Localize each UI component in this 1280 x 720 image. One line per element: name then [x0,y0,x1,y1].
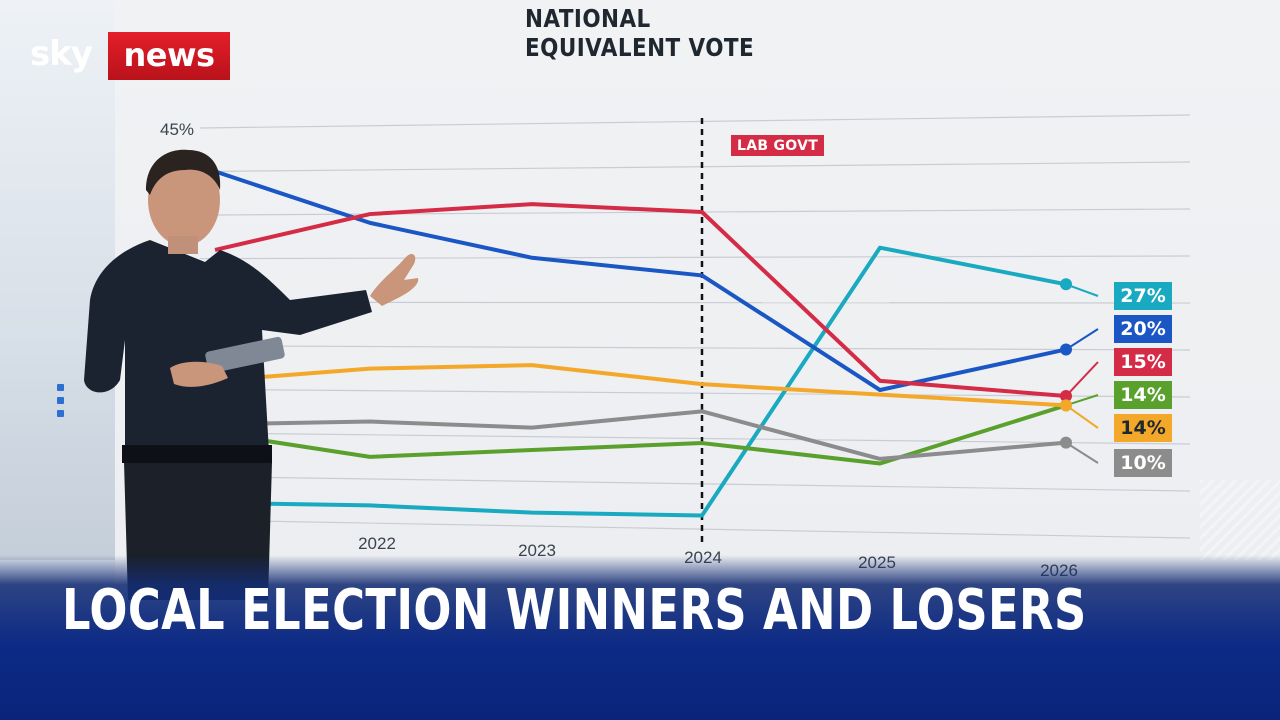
presenter-belt [122,445,272,463]
end-label-labour: 15% [1114,348,1172,376]
lower-third-banner [0,555,1280,720]
series-line [214,363,1067,408]
grid-line [199,388,1191,398]
series-leader-line [1065,441,1099,464]
presenter-head [148,154,220,246]
series-line [214,245,1067,518]
end-label-conservative: 20% [1114,315,1172,343]
presenter-hair [146,149,221,195]
series-leader-line [1065,361,1099,397]
grid-line [199,114,1191,129]
end-label-other: 10% [1114,449,1172,477]
series-line [214,403,1067,466]
tablet-icon [205,336,285,374]
wall-control-icon [57,410,64,417]
series-line [214,202,1067,399]
series-line [214,409,1067,461]
series-leader-line [1065,328,1099,351]
wall-control-icon [57,384,64,391]
presenter-hand [370,253,419,306]
end-label-green: 14% [1114,381,1172,409]
series-leader-line [1065,404,1099,429]
presenter-left-hand [170,361,228,387]
logo-news-text: news [108,32,230,80]
lab-govt-annotation: LAB GOVT [731,135,825,156]
end-label-reform: 27% [1114,282,1172,310]
grid-line [199,255,1191,260]
wall-control-icon [57,397,64,404]
grid-line [199,475,1191,492]
x-tick-2022: 2022 [358,534,396,553]
grid-line [199,519,1191,539]
grid-line [199,432,1191,445]
grid-line [199,161,1191,173]
headline-caption: LOCAL ELECTION WINNERS AND LOSERS [62,578,1087,643]
chart-title: NATIONAL EQUIVALENT VOTE [525,4,755,62]
y-tick-label: 45% [160,120,195,139]
series-leader-line [1065,283,1099,297]
decorative-stripes [1200,480,1280,560]
chart-series [214,169,1099,518]
presenter-neck [168,236,198,254]
end-label-libdem: 14% [1114,414,1172,442]
logo-sky-text: sky [30,34,93,74]
grid-line [199,345,1191,351]
